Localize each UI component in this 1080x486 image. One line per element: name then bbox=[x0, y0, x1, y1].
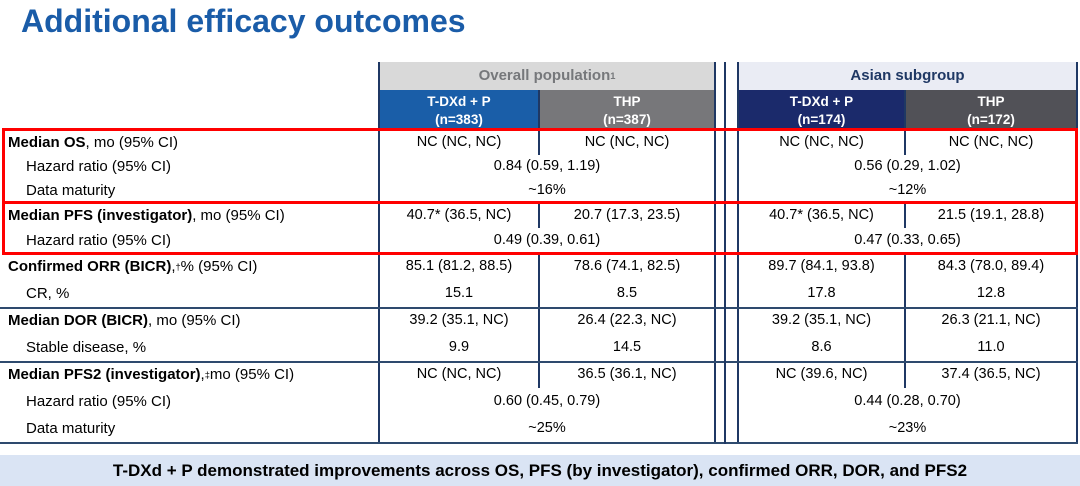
data-cell: 39.2 (35.1, NC) bbox=[739, 307, 906, 334]
data-cell: 26.4 (22.3, NC) bbox=[577, 311, 677, 328]
data-cell: ~25% bbox=[528, 419, 566, 436]
arm-header-row: T-DXd + P (n=383) THP (n=387) T-DXd + P … bbox=[0, 90, 1078, 131]
data-cell: 15.1 bbox=[380, 280, 540, 307]
table-row: Hazard ratio (95% CI) 0.84 (0.59, 1.19) … bbox=[0, 155, 1078, 179]
table-bottom-rule bbox=[0, 442, 1078, 444]
conclusion-banner-text: T-DXd + P demonstrated improvements acro… bbox=[112, 460, 968, 480]
row-label: CR, % bbox=[26, 284, 70, 302]
data-cell: 17.8 bbox=[739, 280, 906, 307]
data-cell: 12.8 bbox=[976, 284, 1006, 301]
efficacy-table: Overall population 1 Asian subgroup T-DXd… bbox=[0, 62, 1078, 442]
row-label: Median DOR (BICR), mo (95% CI) bbox=[8, 311, 241, 329]
data-cell: 8.6 bbox=[739, 334, 906, 361]
data-cell: 89.7 (84.1, 93.8) bbox=[739, 253, 906, 280]
table-row: Median PFS2 (investigator), ‡ mo (95% CI)… bbox=[0, 361, 1078, 388]
row-label: Data maturity bbox=[26, 182, 116, 200]
data-cell: 11.0 bbox=[977, 338, 1005, 355]
table-divider-rule bbox=[724, 62, 726, 444]
arm-header-overall-tdxd: T-DXd + P (n=383) bbox=[380, 90, 540, 131]
table-row: Hazard ratio (95% CI) 0.49 (0.39, 0.61) … bbox=[0, 228, 1078, 253]
data-cell: NC (NC, NC) bbox=[380, 361, 540, 388]
data-cell: ~12% bbox=[888, 182, 927, 199]
data-cell: 36.5 (36.1, NC) bbox=[577, 365, 677, 382]
group-separator-line bbox=[0, 307, 1078, 309]
arm-header-asian-tdxd: T-DXd + P (n=174) bbox=[739, 90, 906, 131]
data-cell: NC (NC, NC) bbox=[380, 131, 540, 155]
table-gap bbox=[716, 62, 737, 90]
group-header-overall: Overall population 1 bbox=[378, 62, 716, 90]
data-cell: 9.9 bbox=[380, 334, 540, 361]
label-col-spacer bbox=[0, 62, 378, 90]
row-label: Stable disease, % bbox=[26, 338, 147, 356]
label-col-spacer bbox=[0, 90, 378, 131]
conclusion-banner: T-DXd + P demonstrated improvements acro… bbox=[0, 455, 1080, 486]
row-label: Confirmed ORR (BICR), † % (95% CI) bbox=[8, 257, 258, 275]
data-cell: 0.84 (0.59, 1.19) bbox=[493, 158, 601, 175]
data-cell: 8.5 bbox=[616, 284, 638, 301]
data-cell: 20.7 (17.3, 23.5) bbox=[573, 206, 681, 223]
row-label: Median PFS (investigator), mo (95% CI) bbox=[8, 206, 285, 224]
arm-header-overall-thp: THP (n=387) bbox=[540, 90, 714, 131]
data-cell: 85.1 (81.2, 88.5) bbox=[380, 253, 540, 280]
row-label: Hazard ratio (95% CI) bbox=[26, 392, 172, 410]
row-label: Hazard ratio (95% CI) bbox=[26, 158, 172, 176]
data-cell: 0.44 (0.28, 0.70) bbox=[854, 392, 961, 409]
table-row: Median OS, mo (95% CI) NC (NC, NC) NC (NC… bbox=[0, 131, 1078, 155]
row-label: Median PFS2 (investigator), ‡ mo (95% CI) bbox=[8, 365, 295, 383]
data-cell: 37.4 (36.5, NC) bbox=[941, 365, 1041, 382]
data-cell: NC (NC, NC) bbox=[739, 131, 906, 155]
data-cell: 21.5 (19.1, 28.8) bbox=[937, 206, 1045, 223]
data-cell: 0.49 (0.39, 0.61) bbox=[493, 231, 601, 248]
data-cell: NC (NC, NC) bbox=[948, 134, 1034, 151]
data-cell: 39.2 (35.1, NC) bbox=[380, 307, 540, 334]
group-separator-line bbox=[0, 361, 1078, 363]
data-cell: 0.47 (0.33, 0.65) bbox=[854, 231, 961, 248]
data-cell: ~23% bbox=[888, 419, 927, 436]
table-row: Data maturity ~16% ~12% bbox=[0, 179, 1078, 203]
data-cell: 78.6 (74.1, 82.5) bbox=[573, 257, 681, 274]
table-row: Hazard ratio (95% CI) 0.60 (0.45, 0.79) … bbox=[0, 388, 1078, 415]
group-header-overall-label: Overall population bbox=[478, 67, 611, 85]
data-cell: 40.7* (36.5, NC) bbox=[739, 203, 906, 228]
table-row: Stable disease, % 9.9 14.5 8.6 11.0 bbox=[0, 334, 1078, 361]
data-cell: NC (39.6, NC) bbox=[739, 361, 906, 388]
table-row: CR, % 15.1 8.5 17.8 12.8 bbox=[0, 280, 1078, 307]
row-label: Hazard ratio (95% CI) bbox=[26, 231, 172, 249]
page-title: Additional efficacy outcomes bbox=[21, 3, 466, 39]
row-label: Median OS, mo (95% CI) bbox=[8, 134, 179, 152]
data-cell: NC (NC, NC) bbox=[584, 134, 670, 151]
arm-header-asian-thp: THP (n=172) bbox=[906, 90, 1076, 131]
group-header-asian: Asian subgroup bbox=[737, 62, 1078, 90]
data-cell: ~16% bbox=[528, 182, 566, 199]
data-cell: 84.3 (78.0, 89.4) bbox=[937, 257, 1045, 274]
table-row: Median PFS (investigator), mo (95% CI) 4… bbox=[0, 203, 1078, 228]
group-header-asian-label: Asian subgroup bbox=[850, 67, 965, 85]
group-header-row: Overall population 1 Asian subgroup bbox=[0, 62, 1078, 90]
row-label: Data maturity bbox=[26, 419, 116, 437]
data-cell: 26.3 (21.1, NC) bbox=[941, 311, 1041, 328]
data-cell: 0.56 (0.29, 1.02) bbox=[854, 158, 961, 175]
data-cell: 40.7* (36.5, NC) bbox=[380, 203, 540, 228]
table-row: Data maturity ~25% ~23% bbox=[0, 415, 1078, 442]
table-row: Confirmed ORR (BICR), † % (95% CI) 85.1 (… bbox=[0, 253, 1078, 280]
data-cell: 0.60 (0.45, 0.79) bbox=[493, 392, 601, 409]
data-cell: 14.5 bbox=[612, 338, 642, 355]
table-row: Median DOR (BICR), mo (95% CI) 39.2 (35.… bbox=[0, 307, 1078, 334]
